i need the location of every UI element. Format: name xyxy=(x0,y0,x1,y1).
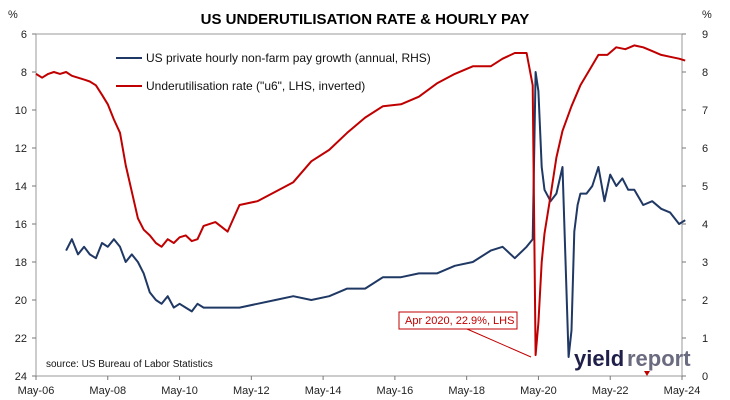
y-right-tick-label: 7 xyxy=(702,105,708,117)
logo-text-report: report xyxy=(627,346,691,371)
y-right-tick-label: 0 xyxy=(702,371,708,383)
y-left-tick-label: 20 xyxy=(15,295,27,307)
y-left-tick-label: 16 xyxy=(15,219,27,231)
series-lines xyxy=(35,44,686,358)
logo-text-yield: yield xyxy=(574,346,624,371)
y-left-tick-label: 24 xyxy=(15,371,27,383)
legend: US private hourly non-farm pay growth (a… xyxy=(116,51,431,93)
y-right-tick-label: 4 xyxy=(702,219,708,231)
legend-label-underutilisation: Underutilisation rate ("u6", LHS, invert… xyxy=(146,79,365,93)
y-left-tick-label: 12 xyxy=(15,143,27,155)
y-left-tick-label: 14 xyxy=(15,181,27,193)
y-right-tick-label: 8 xyxy=(702,67,708,79)
y-right-tick-label: 3 xyxy=(702,257,708,269)
logo-marker-icon xyxy=(644,371,650,376)
annotation: Apr 2020, 22.9%, LHS xyxy=(398,311,532,358)
x-tick-label: May-14 xyxy=(305,385,342,397)
y-right-tick-label: 6 xyxy=(702,143,708,155)
source-note: source: US Bureau of Labor Statistics xyxy=(46,359,213,370)
x-tick-label: May-20 xyxy=(520,385,557,397)
y-left-tick-label: 22 xyxy=(15,333,27,345)
left-unit-label: % xyxy=(8,9,18,21)
x-tick-label: May-08 xyxy=(89,385,126,397)
y-axis-right: 9 8 7 6 5 4 3 2 1 0 xyxy=(682,29,708,383)
x-tick-label: May-06 xyxy=(18,385,55,397)
x-tick-label: May-10 xyxy=(161,385,198,397)
plot-area xyxy=(35,33,683,377)
x-tick-label: May-24 xyxy=(664,385,701,397)
y-left-tick-label: 8 xyxy=(21,67,27,79)
annotation-text: Apr 2020, 22.9%, LHS xyxy=(405,315,514,327)
yieldreport-logo: yield report xyxy=(574,346,691,376)
series-line-underutilisation xyxy=(35,44,686,357)
right-unit-label: % xyxy=(702,9,712,21)
chart-title: US UNDERUTILISATION RATE & HOURLY PAY xyxy=(201,11,530,28)
y-right-tick-label: 5 xyxy=(702,181,708,193)
y-left-tick-label: 10 xyxy=(15,105,27,117)
y-right-tick-label: 2 xyxy=(702,295,708,307)
x-tick-label: May-22 xyxy=(592,385,629,397)
y-axis-left: 6 8 10 12 14 16 18 20 22 24 xyxy=(15,29,36,383)
legend-label-pay-growth: US private hourly non-farm pay growth (a… xyxy=(146,51,431,65)
series-line-pay-growth xyxy=(65,71,686,358)
annotation-box xyxy=(398,311,518,330)
y-right-tick-label: 9 xyxy=(702,29,708,41)
y-right-tick-label: 1 xyxy=(702,333,708,345)
x-tick-label: May-16 xyxy=(377,385,414,397)
y-left-tick-label: 18 xyxy=(15,257,27,269)
annotation-leader-line xyxy=(466,328,532,358)
y-left-tick-label: 6 xyxy=(21,29,27,41)
x-tick-label: May-12 xyxy=(233,385,270,397)
x-axis: May-06 May-08 May-10 May-12 May-14 May-16 May-… xyxy=(18,376,701,397)
x-tick-label: May-18 xyxy=(448,385,485,397)
